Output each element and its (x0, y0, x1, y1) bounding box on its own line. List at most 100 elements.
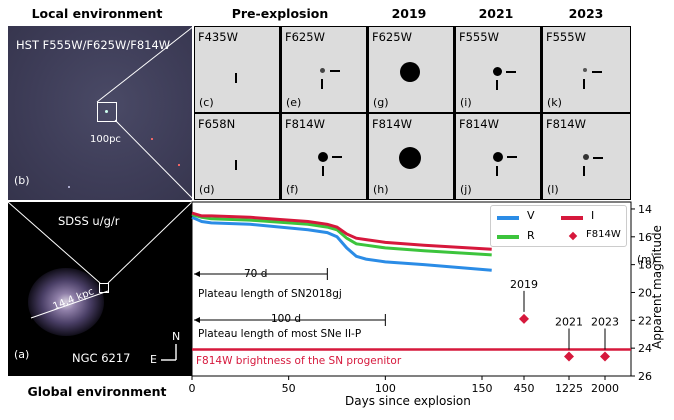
east-label: E (150, 353, 157, 366)
x-tick-label: 2000 (591, 382, 619, 395)
header-local-environment: Local environment (31, 6, 163, 21)
cutout-g: F625W (g) (369, 27, 453, 112)
plateau-most-length: 100 d (271, 313, 302, 325)
compass-arrows (161, 344, 177, 361)
cutout-f: F814W (f) (282, 114, 366, 199)
position-marker-h (332, 156, 342, 158)
position-marker-h (507, 156, 517, 158)
plateau-2018gj-label: Plateau length of SN2018gj (198, 288, 342, 300)
position-marker-h (592, 71, 602, 73)
plateau-2018gj-length: 70 d (244, 268, 268, 280)
source (583, 154, 589, 160)
series-r-line (191, 213, 492, 257)
legend-label-f814w: F814W (586, 229, 621, 240)
position-marker-h (330, 70, 340, 72)
source (493, 152, 503, 162)
x-axis-label: Days since explosion (345, 394, 471, 408)
position-marker-v (496, 80, 498, 90)
epoch-label-2023: 2023 (591, 316, 619, 329)
header-2019: 2019 (391, 6, 427, 21)
position-marker (235, 160, 237, 170)
header-global-environment: Global environment (27, 384, 167, 399)
source (320, 68, 325, 73)
y-tick-label: 16 (638, 231, 652, 244)
cutout-letter: (k) (547, 96, 562, 109)
legend-swatch-v (497, 216, 519, 220)
cutout-filter-label: F814W (285, 117, 325, 131)
y-tick-label: 22 (638, 314, 652, 327)
y-axis-label: Apparent magnitude (649, 225, 664, 349)
position-marker-v (583, 166, 585, 176)
x-tick-label: 450 (514, 382, 535, 395)
legend-marker-f814w (568, 231, 578, 241)
f814w-point-2021 (564, 351, 574, 362)
plateau-most-arrow-head (194, 317, 200, 323)
cutout-grid: F435W (c) F625W (e) F625W (g) F555W (i) … (194, 26, 631, 200)
cutout-letter: (h) (373, 183, 389, 196)
cutout-filter-label: F625W (285, 30, 325, 44)
cutout-letter: (c) (199, 96, 214, 109)
position-marker-v (583, 79, 585, 89)
cutout-filter-label: F814W (459, 117, 499, 131)
legend-swatch-i (561, 216, 583, 220)
position-marker-v (496, 166, 498, 176)
epoch-label-2021: 2021 (555, 316, 583, 329)
cutout-filter-label: F555W (459, 30, 499, 44)
source (318, 152, 328, 162)
cutout-d: F658N (d) (195, 114, 279, 199)
y-tick-label: 26 (638, 370, 652, 383)
cutout-j: F814W (j) (456, 114, 540, 199)
plateau-2018gj-arrow-head (194, 271, 200, 277)
cutout-filter-label: F555W (546, 30, 586, 44)
cutout-filter-label: F814W (546, 117, 586, 131)
cutout-filter-label: F658N (198, 117, 236, 131)
legend-label-i: I (591, 209, 595, 222)
x-tick-label: 100 (375, 382, 396, 395)
cutout-c: F435W (c) (195, 27, 279, 112)
position-marker-h (593, 157, 603, 159)
magnitude-unit-label: (m) (637, 254, 656, 266)
north-label: N (172, 330, 181, 343)
field-star (68, 186, 70, 188)
legend-label-v: V (527, 209, 535, 222)
cutout-filter-label: F435W (198, 30, 238, 44)
cutout-k: F555W (k) (543, 27, 630, 112)
cutout-letter: (d) (199, 183, 215, 196)
cutout-e: F625W (e) (282, 27, 366, 112)
cutout-letter: (l) (547, 183, 559, 196)
series-i-line (191, 211, 492, 251)
cutout-filter-label: F625W (372, 30, 412, 44)
cutout-letter: (f) (286, 183, 299, 196)
position-marker (235, 73, 237, 83)
legend-swatch-r (497, 235, 519, 239)
cutout-l: F814W (l) (543, 114, 630, 199)
zoom-box (97, 102, 117, 122)
supernova (399, 147, 421, 169)
header-2023: 2023 (568, 6, 604, 21)
y-tick-label: 18 (638, 259, 652, 272)
legend: V I R F814W (490, 205, 627, 247)
panel-b-letter: (b) (14, 174, 30, 187)
series-v-line (191, 215, 492, 272)
y-tick-label: 24 (638, 342, 652, 355)
legend-label-r: R (527, 229, 535, 242)
cutout-letter: (g) (373, 96, 389, 109)
galaxy-name: NGC 6217 (72, 351, 131, 365)
f814w-point-2019 (519, 313, 529, 324)
epoch-label-2019: 2019 (510, 278, 538, 291)
cutout-i: F555W (i) (456, 27, 540, 112)
cutout-filter-label: F814W (372, 117, 412, 131)
supernova (400, 62, 420, 82)
scale-label: 100pc (90, 134, 121, 145)
y-tick-label: 14 (638, 203, 652, 216)
x-tick-label: 50 (282, 382, 296, 395)
plateau-most-label: Plateau length of most SNe II-P (198, 328, 362, 340)
f814w-point-2023 (600, 351, 610, 362)
position-marker-h (506, 71, 516, 73)
cutout-letter: (i) (460, 96, 472, 109)
cutout-letter: (e) (286, 96, 302, 109)
header-2021: 2021 (478, 6, 514, 21)
plot-frame (191, 201, 632, 377)
panel-a-letter: (a) (14, 348, 30, 361)
